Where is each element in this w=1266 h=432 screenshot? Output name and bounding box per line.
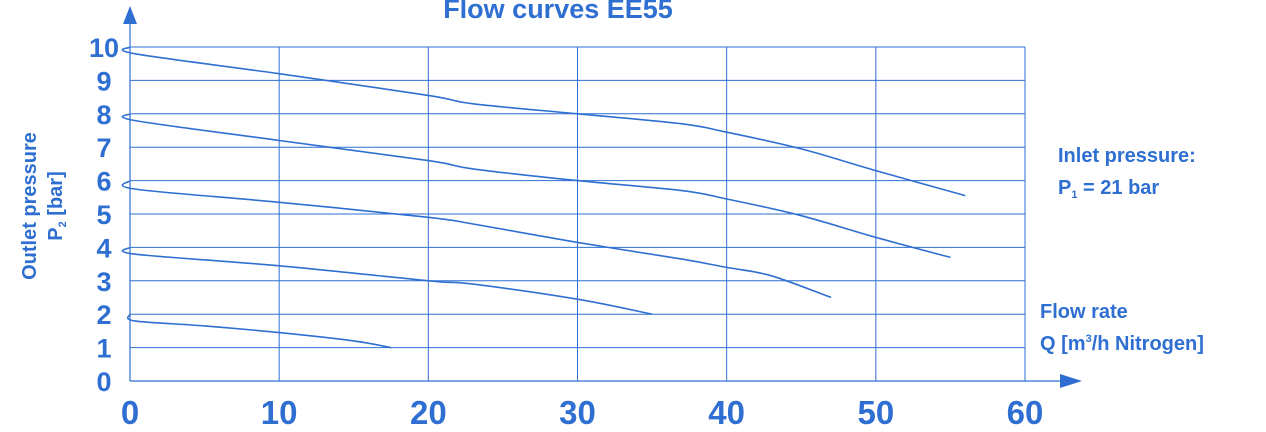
- flow-curve-3: [121, 179, 832, 299]
- series-layer: [121, 46, 966, 349]
- y-tick-label: 6: [96, 167, 111, 197]
- y-tick-label: 4: [96, 233, 111, 263]
- flow-curve-4: [121, 246, 653, 315]
- flow-curve-5: [126, 313, 392, 349]
- y-axis-label-line1-group: Outlet pressure: [19, 132, 41, 280]
- y-tick-label: 8: [96, 100, 111, 130]
- y-tick-label: 5: [96, 200, 111, 230]
- x-tick-label: 30: [559, 394, 596, 431]
- y-tick-label: 10: [89, 33, 119, 63]
- x-axis-unit: Q [m3/h Nitrogen]: [1040, 333, 1204, 355]
- y-tick-label: 3: [96, 267, 111, 297]
- x-tick-label: 60: [1007, 394, 1044, 431]
- x-axis-arrow-icon: [1060, 374, 1082, 388]
- flow-curve-1: [121, 46, 966, 197]
- inlet-pressure-label: Inlet pressure:: [1058, 145, 1196, 167]
- y-tick-label: 7: [96, 133, 111, 163]
- y-axis-label: Outlet pressure: [19, 132, 41, 280]
- y-tick-label: 2: [96, 300, 111, 330]
- y-tick-label: 0: [96, 367, 111, 397]
- y-tick-label: 9: [96, 66, 111, 96]
- y-tick-label: 1: [96, 334, 111, 364]
- flow-curve-2: [121, 113, 951, 259]
- x-tick-label: 40: [708, 394, 745, 431]
- x-tick-label: 20: [410, 394, 447, 431]
- x-tick-label: 50: [857, 394, 894, 431]
- x-tick-label: 0: [121, 394, 139, 431]
- inlet-pressure-value: P1 = 21 bar: [1058, 177, 1159, 201]
- y-axis-unit: P2 [bar]: [45, 171, 69, 240]
- y-axis-label-line2-group: P2 [bar]: [45, 171, 69, 240]
- chart-title: Flow curves EE55: [443, 0, 673, 24]
- axes: [123, 6, 1082, 388]
- y-axis-arrow-icon: [123, 6, 137, 24]
- x-axis-label: Flow rate: [1040, 301, 1128, 323]
- x-tick-label: 10: [261, 394, 298, 431]
